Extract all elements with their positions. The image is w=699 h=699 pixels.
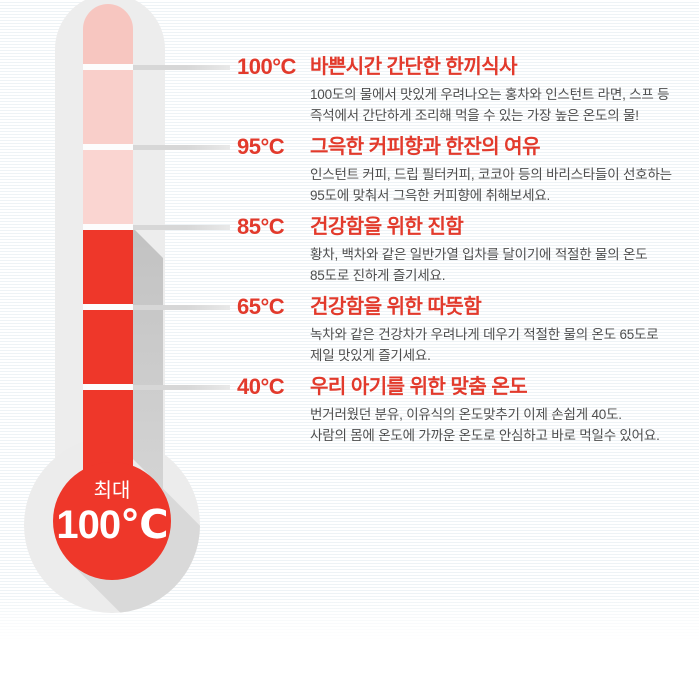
level-section-85: 85°C 건강함을 위한 진함 황차, 백차와 같은 일반가열 입차를 달이기에… — [237, 214, 699, 286]
tick-line-40 — [133, 384, 230, 390]
section-title: 바쁜시간 간단한 한끼식사 — [310, 56, 518, 78]
mercury-cap-above-100 — [83, 4, 133, 64]
temp-label: 65°C — [237, 294, 285, 319]
body-line: 95도에 맞춰서 그윽한 커피향에 취해보세요. — [310, 188, 551, 203]
section-body: 번거러웠던 분유, 이유식의 온도맞추기 이제 손쉽게 40도. 사람의 몸에 … — [310, 404, 660, 446]
body-line: 100도의 물에서 맛있게 우려나오는 홍차와 인스턴트 라면, 스프 등 — [310, 87, 670, 102]
section-body: 인스턴트 커피, 드립 필터커피, 코코아 등의 바리스타들이 선호하는 95도… — [310, 164, 672, 206]
bulb-max-label: 최대 — [93, 480, 131, 502]
tick-line-95 — [133, 144, 230, 150]
level-text: 건강함을 위한 진함 황차, 백차와 같은 일반가열 입차를 달이기에 적절한 … — [310, 214, 648, 286]
body-line: 사람의 몸에 온도에 가까운 온도로 안심하고 바로 먹일수 있어요. — [310, 428, 660, 443]
mercury-segment-85-65 — [83, 230, 133, 304]
level-text: 건강함을 위한 따뜻함 녹차와 같은 건강차가 우려나게 데우기 적절한 물의 … — [310, 294, 659, 366]
body-line: 제일 맛있게 즐기세요. — [310, 348, 431, 363]
section-title: 건강함을 위한 따뜻함 — [310, 296, 482, 318]
level-text: 그윽한 커피향과 한잔의 여유 인스턴트 커피, 드립 필터커피, 코코아 등의… — [310, 134, 672, 206]
tube-long-shadow — [133, 228, 163, 489]
level-section-65: 65°C 건강함을 위한 따뜻함 녹차와 같은 건강차가 우려나게 데우기 적절… — [237, 294, 699, 366]
section-body: 녹차와 같은 건강차가 우려나게 데우기 적절한 물의 온도 65도로 제일 맛… — [310, 324, 659, 366]
body-line: 85도로 진하게 즐기세요. — [310, 268, 446, 283]
section-title: 그윽한 커피향과 한잔의 여유 — [310, 136, 540, 158]
temp-label: 85°C — [237, 214, 285, 239]
tick-gap-100 — [83, 64, 133, 70]
temp-label: 100°C — [237, 54, 296, 79]
tick-line-100 — [133, 64, 230, 70]
level-text: 바쁜시간 간단한 한끼식사 100도의 물에서 맛있게 우려나오는 홍차와 인스… — [310, 54, 670, 126]
body-line: 인스턴트 커피, 드립 필터커피, 코코아 등의 바리스타들이 선호하는 — [310, 167, 672, 182]
temp-label: 95°C — [237, 134, 285, 159]
tick-line-65 — [133, 304, 230, 310]
mercury-segment-100-95 — [83, 70, 133, 144]
section-body: 100도의 물에서 맛있게 우려나오는 홍차와 인스턴트 라면, 스프 등 즉석… — [310, 84, 670, 126]
bulb-max-value: 100℃ — [56, 503, 168, 547]
body-line: 황차, 백차와 같은 일반가열 입차를 달이기에 적절한 물의 온도 — [310, 247, 648, 262]
section-title: 우리 아기를 위한 맞춤 온도 — [310, 376, 528, 398]
section-title: 건강함을 위한 진함 — [310, 216, 464, 238]
tick-gap-40 — [83, 384, 133, 390]
mercury-segment-95-85 — [83, 150, 133, 224]
level-section-40: 40°C 우리 아기를 위한 맞춤 온도 번거러웠던 분유, 이유식의 온도맞추… — [237, 374, 699, 446]
level-section-100: 100°C 바쁜시간 간단한 한끼식사 100도의 물에서 맛있게 우려나오는 … — [237, 54, 699, 126]
thermometer-bulb: 최대 100℃ — [53, 462, 171, 580]
body-line: 녹차와 같은 건강차가 우려나게 데우기 적절한 물의 온도 65도로 — [310, 327, 659, 342]
tick-gap-85 — [83, 224, 133, 230]
temp-label: 40°C — [237, 374, 285, 399]
tick-gap-65 — [83, 304, 133, 310]
tick-line-85 — [133, 224, 230, 230]
section-body: 황차, 백차와 같은 일반가열 입차를 달이기에 적절한 물의 온도 85도로 … — [310, 244, 648, 286]
level-section-95: 95°C 그윽한 커피향과 한잔의 여유 인스턴트 커피, 드립 필터커피, 코… — [237, 134, 699, 206]
level-text: 우리 아기를 위한 맞춤 온도 번거러웠던 분유, 이유식의 온도맞추기 이제 … — [310, 374, 660, 446]
mercury-segment-65-40 — [83, 310, 133, 384]
body-line: 즉석에서 간단하게 조리해 먹을 수 있는 가장 높은 온도의 물! — [310, 108, 639, 123]
body-line: 번거러웠던 분유, 이유식의 온도맞추기 이제 손쉽게 40도. — [310, 407, 622, 422]
tick-gap-95 — [83, 144, 133, 150]
